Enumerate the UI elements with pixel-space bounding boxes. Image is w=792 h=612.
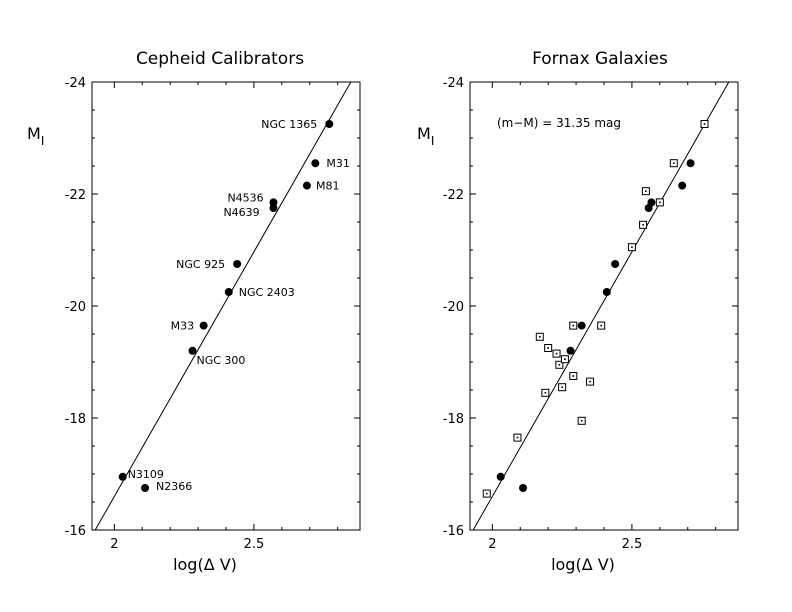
y-tick-label: -22 <box>443 188 464 203</box>
data-point-square-center <box>580 420 583 422</box>
plot-frame <box>91 81 361 531</box>
data-point <box>566 346 575 355</box>
data-point <box>644 204 653 212</box>
data-point-square-center <box>672 162 675 164</box>
data-point-square-center <box>555 352 558 355</box>
data-point <box>678 181 687 190</box>
y-axis-label: MI <box>27 124 44 148</box>
x-tick-label: 2.5 <box>622 537 643 552</box>
data-point <box>519 484 528 492</box>
y-axis-label-main: M <box>417 124 431 143</box>
y-axis-label-sub: I <box>41 134 45 148</box>
y-tick-label: -24 <box>65 76 86 91</box>
fit-line <box>472 82 730 530</box>
x-axis-label: log(Δ V) <box>551 555 615 574</box>
data-point <box>302 181 311 190</box>
point-label: NGC 925 <box>176 258 225 271</box>
point-label: M81 <box>316 180 340 193</box>
data-point <box>118 472 127 481</box>
data-point <box>325 120 334 128</box>
x-tick-label: 2 <box>110 537 118 552</box>
point-label: N4536 <box>227 191 263 204</box>
data-point <box>199 321 208 330</box>
y-tick-label: -24 <box>443 76 464 91</box>
data-point <box>496 472 505 481</box>
data-point-square-center <box>564 358 566 360</box>
data-point-square-center <box>600 324 603 327</box>
data-point <box>269 204 278 212</box>
y-tick-label: -18 <box>443 412 464 427</box>
data-point-square-center <box>642 224 644 226</box>
fornax-galaxies-panel: Fornax Galaxies log(Δ V) MI (m−M) = 31.3… <box>417 49 739 574</box>
data-point <box>577 321 586 330</box>
y-tick-label: -22 <box>65 188 86 203</box>
point-label: M33 <box>171 320 195 333</box>
point-label: N2366 <box>156 480 192 493</box>
point-label: N3109 <box>128 468 164 481</box>
data-point-square-center <box>659 201 661 204</box>
data-point <box>611 260 620 268</box>
data-point <box>141 484 150 492</box>
point-label: NGC 1365 <box>261 118 317 131</box>
point-label: N4639 <box>223 206 259 219</box>
data-point-square-center <box>572 324 575 327</box>
chart-title: Cepheid Calibrators <box>136 49 304 69</box>
cepheid-calibrators-panel: Cepheid Calibrators log(Δ V) MI -16 -18 -2… <box>27 49 361 574</box>
point-label: M31 <box>326 157 350 170</box>
y-tick-label: -18 <box>65 412 86 427</box>
fit-line <box>94 82 352 530</box>
y-axis-label-main: M <box>27 124 41 143</box>
data-point-square-center <box>572 375 575 377</box>
y-tick-label: -16 <box>443 524 464 539</box>
y-tick-label: -16 <box>65 524 86 539</box>
data-point <box>311 159 320 168</box>
data-point <box>188 346 197 355</box>
data-point-square-center <box>485 492 488 495</box>
data-point <box>686 159 695 168</box>
point-label: NGC 2403 <box>239 286 295 299</box>
y-tick-label: -20 <box>443 300 464 315</box>
data-point-square-center <box>538 336 541 338</box>
data-point <box>224 288 233 296</box>
y-axis-label-sub: I <box>431 134 435 148</box>
data-point-square-center <box>589 380 591 383</box>
plot-frame <box>469 81 739 531</box>
data-point <box>602 288 611 296</box>
data-point-square-center <box>645 190 647 192</box>
data-point-square-center <box>544 392 547 394</box>
data-point-square-center <box>561 386 563 388</box>
data-point-square-center <box>703 123 706 125</box>
x-axis-label: log(Δ V) <box>173 555 237 574</box>
distance-modulus-annotation: (m−M) = 31.35 mag <box>497 116 621 130</box>
y-tick-label: -20 <box>65 300 86 315</box>
chart-title: Fornax Galaxies <box>532 49 668 69</box>
x-tick-label: 2.5 <box>244 537 265 552</box>
point-label: NGC 300 <box>197 354 246 367</box>
y-axis-label: MI <box>417 124 434 148</box>
data-point-square-center <box>516 436 519 439</box>
data-point-square-center <box>631 246 633 248</box>
data-point <box>269 198 278 207</box>
x-tick-label: 2 <box>488 537 496 552</box>
data-point-square-center <box>558 364 561 366</box>
data-point <box>233 260 242 268</box>
data-point-square-center <box>547 347 549 349</box>
